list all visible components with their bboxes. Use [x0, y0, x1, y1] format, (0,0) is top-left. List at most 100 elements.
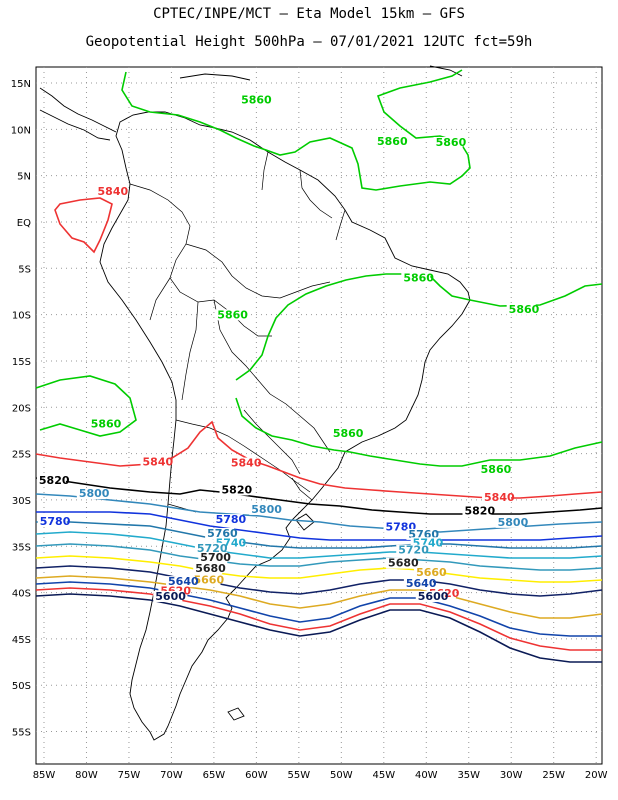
contour-label-5820: 5820	[39, 474, 70, 487]
contour-label-5860: 5860	[436, 136, 467, 149]
lon-tick-label: 85W	[33, 770, 56, 781]
contour-label-bg	[213, 514, 243, 526]
contour-label-bg	[482, 491, 512, 503]
contour-label-bg	[205, 527, 235, 539]
contour-label-5600: 5600	[418, 590, 449, 603]
contour-label-5840: 5840	[98, 185, 129, 198]
contour-label-5720: 5720	[197, 542, 228, 555]
contour-label-bg	[88, 418, 118, 430]
contour-label-bg	[166, 576, 196, 588]
contour-label-5800: 5800	[79, 487, 110, 500]
contour-label-bg	[383, 521, 413, 533]
lon-tick-label: 80W	[75, 770, 98, 781]
contour-label-bg	[330, 427, 360, 439]
contour-label-5840: 5840	[143, 456, 174, 469]
contour-label-5660: 5660	[416, 566, 447, 579]
contour-5660	[35, 575, 603, 619]
contour-label-bg	[506, 303, 536, 315]
lon-tick-label: 50W	[330, 770, 353, 781]
lat-tick-label: 55S	[12, 728, 31, 739]
contour-5640	[35, 581, 602, 637]
lat-tick-label: 5N	[17, 172, 31, 183]
contour-5860-center	[35, 375, 137, 437]
contour-label-5860: 5860	[91, 418, 122, 431]
contour-label-5760: 5760	[207, 527, 238, 540]
lon-tick-label: 20W	[585, 770, 608, 781]
contour-label-5860: 5860	[333, 427, 364, 440]
contour-label-bg	[410, 537, 440, 549]
contour-label-bg	[495, 516, 525, 528]
contour-label-5780: 5780	[40, 515, 71, 528]
contour-label-5840: 5840	[231, 457, 262, 470]
contour-label-bg	[213, 537, 243, 549]
contour-label-bg	[401, 272, 431, 284]
contour-label-bg	[406, 528, 436, 540]
map-title-line2: Geopotential Height 500hPa – 07/01/2021 …	[85, 34, 533, 50]
lat-tick-label: 35S	[12, 542, 31, 553]
contour-label-bg	[153, 590, 183, 602]
lon-tick-label: 30W	[500, 770, 523, 781]
lon-tick-label: 55W	[288, 770, 311, 781]
contour-label-5600: 5600	[155, 590, 186, 603]
contour-label-bg	[396, 544, 426, 556]
contour-label-5660: 5660	[194, 573, 225, 586]
contour-label-bg	[249, 503, 279, 515]
contour-label-bg	[95, 186, 125, 198]
contour-label-bg	[36, 475, 66, 487]
contour-label-5860: 5860	[403, 271, 434, 284]
contour-label-bg	[386, 557, 416, 569]
contour-labels: 5860 5860 5860 5860 5860 5860 5860 5860 5860 5840…	[36, 93, 540, 603]
lon-tick-label: 70W	[160, 770, 183, 781]
contour-label-5640: 5640	[168, 575, 199, 588]
contour-label-bg	[191, 574, 221, 586]
lat-tick-label: EQ	[17, 218, 31, 229]
contour-5780	[36, 511, 603, 541]
contour-5840-north	[54, 197, 113, 254]
contour-label-bg	[375, 136, 405, 148]
lon-tick-label: 65W	[203, 770, 226, 781]
contour-5740	[35, 531, 603, 559]
contour-label-bg	[228, 457, 258, 469]
lat-tick-label: 10N	[11, 125, 31, 136]
contour-label-5860: 5860	[377, 135, 408, 148]
height-contours	[35, 69, 603, 663]
contour-label-5820: 5820	[222, 483, 253, 496]
lat-tick-label: 30S	[12, 496, 31, 507]
contour-label-5820: 5820	[465, 505, 496, 518]
contour-label-5800: 5800	[251, 503, 282, 516]
country-borders	[129, 151, 346, 513]
contour-label-bg	[403, 578, 433, 590]
lon-tick-label: 45W	[372, 770, 395, 781]
map-frame	[35, 66, 603, 765]
contour-label-5860: 5860	[481, 463, 512, 476]
contour-label-5720: 5720	[398, 544, 429, 557]
contour-label-bg	[158, 585, 188, 597]
contour-label-bg	[37, 515, 67, 527]
contour-label-5860: 5860	[217, 308, 248, 321]
contour-label-bg	[478, 464, 508, 476]
contour-5720	[35, 543, 603, 571]
lat-tick-label: 40S	[12, 589, 31, 600]
lon-tick-label: 35W	[457, 770, 480, 781]
contour-label-bg	[415, 590, 445, 602]
contour-5860-north	[121, 69, 471, 191]
contour-label-5860: 5860	[509, 303, 540, 316]
lon-tick-label: 75W	[118, 770, 141, 781]
contour-label-5800: 5800	[498, 516, 529, 529]
contour-label-bg	[219, 484, 249, 496]
contour-label-bg	[140, 456, 170, 468]
contour-label-bg	[414, 566, 444, 578]
lat-tick-label: 10S	[12, 311, 31, 322]
contour-label-5640: 5640	[406, 577, 437, 590]
contour-5620	[35, 587, 602, 651]
contour-label-5680: 5680	[195, 562, 226, 575]
contour-label-5780: 5780	[216, 513, 247, 526]
contour-label-5860: 5860	[241, 93, 272, 106]
lat-tick-label: 25S	[12, 450, 31, 461]
contour-label-bg	[76, 488, 106, 500]
contour-label-bg	[194, 542, 224, 554]
contour-5800	[35, 493, 603, 533]
lat-tick-label: 50S	[12, 681, 31, 692]
contour-5680	[35, 565, 603, 597]
